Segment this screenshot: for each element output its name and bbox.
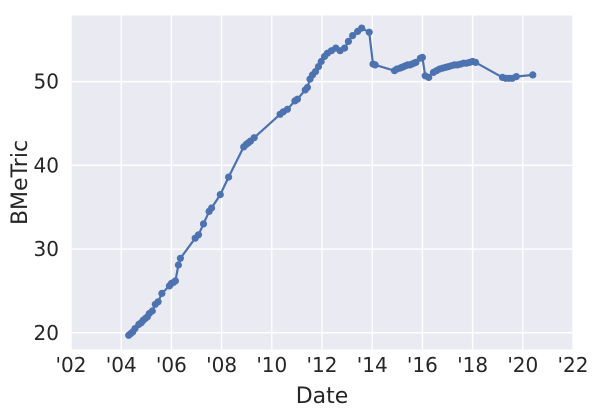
x-tick-label: '10 bbox=[256, 353, 287, 377]
data-point bbox=[174, 261, 182, 269]
data-point bbox=[250, 134, 258, 142]
data-point bbox=[412, 58, 420, 66]
data-point bbox=[371, 61, 379, 69]
data-point bbox=[283, 105, 291, 113]
x-tick-label: '06 bbox=[156, 353, 187, 377]
data-point bbox=[225, 173, 233, 181]
y-tick-label: 20 bbox=[34, 321, 59, 345]
data-point bbox=[158, 289, 166, 297]
data-point bbox=[512, 73, 520, 81]
y-tick-label: 30 bbox=[34, 237, 59, 261]
data-point bbox=[365, 28, 373, 36]
data-point bbox=[358, 24, 366, 32]
data-point bbox=[194, 231, 203, 239]
data-point bbox=[341, 44, 349, 52]
x-tick-label: '18 bbox=[457, 353, 488, 377]
x-tick-label: '12 bbox=[307, 353, 338, 377]
data-point bbox=[154, 298, 162, 306]
y-axis-label: BMeTric bbox=[8, 140, 33, 225]
data-point bbox=[148, 307, 156, 315]
data-point bbox=[199, 220, 208, 228]
x-tick-label: '20 bbox=[507, 353, 538, 377]
x-tick-label: '14 bbox=[357, 353, 388, 377]
data-point bbox=[418, 53, 426, 62]
data-point bbox=[344, 37, 352, 46]
data-point bbox=[349, 31, 357, 40]
data-point bbox=[303, 83, 311, 92]
x-tick-label: '08 bbox=[206, 353, 237, 377]
data-point bbox=[293, 95, 301, 103]
data-point bbox=[425, 73, 433, 81]
data-point bbox=[208, 204, 216, 212]
y-tick-label: 50 bbox=[34, 70, 59, 94]
x-tick-label: '02 bbox=[56, 353, 87, 377]
data-point bbox=[472, 58, 480, 66]
x-tick-label: '04 bbox=[106, 353, 137, 377]
x-tick-label: '16 bbox=[407, 353, 438, 377]
data-point bbox=[216, 191, 224, 199]
x-tick-label: '22 bbox=[558, 353, 589, 377]
y-tick-label: 40 bbox=[34, 153, 59, 177]
data-point bbox=[529, 71, 537, 79]
data-point bbox=[171, 277, 179, 285]
x-axis-label: Date bbox=[296, 384, 349, 409]
data-point bbox=[176, 254, 184, 262]
